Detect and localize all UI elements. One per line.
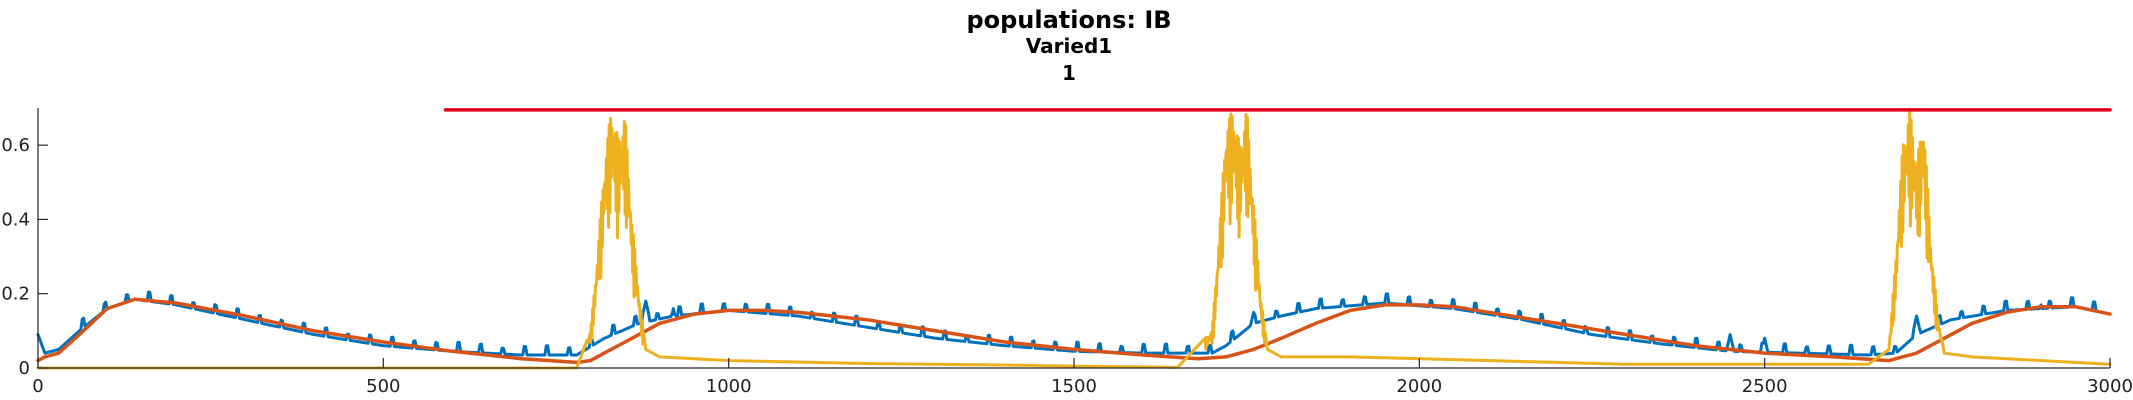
chart-title: populations: IB	[966, 6, 1171, 34]
y-ticks: 0 0.2 0.4 0.6	[1, 135, 48, 379]
series-layer	[36, 107, 2112, 370]
x-tick-label: 500	[366, 376, 400, 397]
x-tick-label: 2000	[1396, 376, 1442, 397]
x-tick-label: 1500	[1051, 376, 1097, 397]
y-tick-label: 0.2	[1, 284, 30, 305]
series-line-3	[36, 107, 2112, 370]
series-line-2	[36, 297, 2112, 365]
y-tick-label: 0.4	[1, 209, 30, 230]
series-line-1	[36, 290, 2112, 357]
x-tick-label: 3000	[2087, 376, 2133, 397]
chart-subtitle-index: 1	[1062, 61, 1076, 85]
x-tick-label: 2500	[1742, 376, 1788, 397]
y-tick-label: 0.6	[1, 135, 30, 156]
axes	[37, 108, 2110, 369]
y-tick-label: 0	[19, 358, 30, 379]
x-tick-label: 1000	[706, 376, 752, 397]
x-tick-label: 0	[32, 376, 43, 397]
x-ticks: 0 500 1000 1500 2000 2500 3000	[32, 358, 2133, 397]
chart-subtitle-varied: Varied1	[1026, 34, 1112, 58]
